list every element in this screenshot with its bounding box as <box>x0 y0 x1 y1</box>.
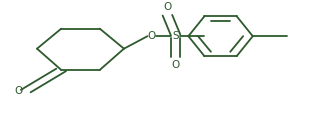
Text: S: S <box>172 31 179 41</box>
Text: O: O <box>14 86 23 96</box>
Text: O: O <box>163 3 172 12</box>
Text: O: O <box>171 60 180 70</box>
Text: O: O <box>147 31 156 41</box>
